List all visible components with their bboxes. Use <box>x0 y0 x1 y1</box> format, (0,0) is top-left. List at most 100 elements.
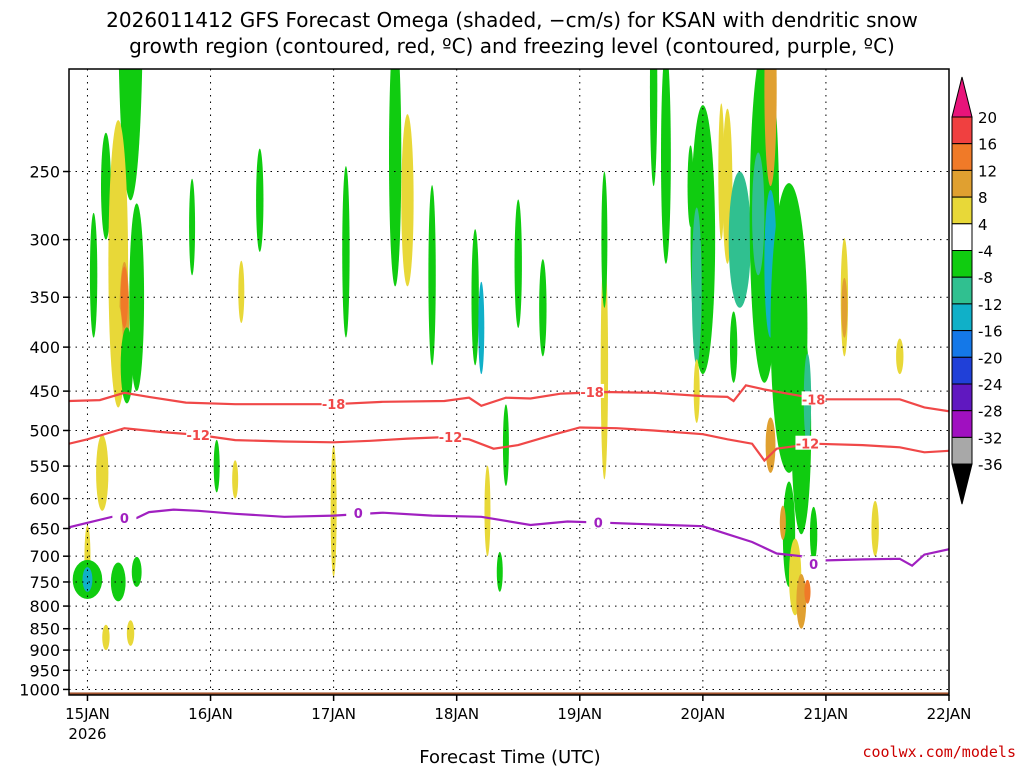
y-tick-label: 250 <box>29 163 60 182</box>
omega-shading-blob <box>718 103 725 240</box>
omega-shading-blob <box>601 171 608 308</box>
omega-shading-blob <box>471 229 479 366</box>
colorbar-label: -16 <box>978 323 1003 341</box>
omega-shading-blob <box>189 178 196 276</box>
omega-shading-blob <box>729 311 738 383</box>
omega-shading-blob <box>428 185 436 366</box>
omega-shading-blob <box>82 567 93 592</box>
omega-shading-blob <box>649 69 658 187</box>
omega-shading-blob <box>600 251 609 480</box>
contour-label: -18 <box>322 398 346 413</box>
colorbar-label: 20 <box>978 109 997 127</box>
contour-label: -12 <box>796 438 820 453</box>
contour-label-bg <box>586 514 611 529</box>
omega-shading-blob <box>896 338 904 375</box>
omega-shading-blob <box>120 266 129 328</box>
y-tick-label: 850 <box>29 620 60 639</box>
colorbar-bottom-arrow <box>951 463 973 505</box>
ground-surface <box>69 692 949 695</box>
colorbar-top-arrow <box>951 76 973 118</box>
x-tick-label: 21JAN <box>804 705 849 723</box>
y-axis-ticks: 250 300 350 400 450 500 550 600 650 700 750 800 850 9… <box>19 163 69 699</box>
contour-label-bg <box>112 510 137 525</box>
omega-shading-blob <box>330 444 337 577</box>
omega-shading-blob <box>496 551 503 592</box>
omega-shading-blob <box>89 212 98 338</box>
x-tick-label: 17JAN <box>311 705 356 723</box>
y-tick-label: 750 <box>29 573 60 592</box>
contour-line--12 <box>69 426 949 463</box>
omega-shading-blob <box>129 203 145 392</box>
omega-shading-blob <box>661 69 671 264</box>
colorbar-swatch <box>951 276 973 305</box>
omega-shading-blob <box>764 69 777 187</box>
y-tick-label: 450 <box>29 382 60 401</box>
omega-shading-blob <box>96 434 109 511</box>
omega-shading-blob <box>804 579 811 604</box>
omega-shading-blob <box>102 624 110 651</box>
colorbar-label: -36 <box>978 456 1003 474</box>
contour-label: 0 <box>354 507 363 522</box>
omega-shading-blob <box>809 506 818 562</box>
omega-shading-blob <box>126 620 135 646</box>
x-tick-label: 16JAN <box>188 705 233 723</box>
x-tick-label: 19JAN <box>557 705 602 723</box>
plot-area: -18 -18 -18 -12 -12 -12 0 0 0 0 <box>69 69 949 695</box>
colorbar-swatch <box>951 330 973 358</box>
omega-shading-blob <box>779 505 786 540</box>
omega-shading-blob <box>502 404 509 486</box>
omega-shading-blob <box>101 132 111 240</box>
contour-label: -18 <box>802 393 826 408</box>
colorbar-label: -20 <box>978 349 1003 367</box>
omega-shading-blob <box>514 199 522 328</box>
credit-text[interactable]: coolwx.com/models <box>862 743 1016 761</box>
colorbar-label: -4 <box>978 243 993 261</box>
y-tick-label: 650 <box>29 520 60 539</box>
omega-shading-blob <box>342 166 350 338</box>
x-axis-ticks: 15JAN 2026 16JAN 17JAN 18JAN 19JAN 20JAN 21JAN 2… <box>65 695 971 743</box>
colorbar-swatch <box>951 223 973 252</box>
colorbar-swatch <box>951 116 973 145</box>
ground-fill <box>69 692 949 695</box>
omega-shading-blob <box>213 439 220 493</box>
contour-label-bg <box>321 396 346 411</box>
omega-shading-blob <box>131 556 142 587</box>
y-tick-label: 600 <box>29 490 60 509</box>
omega-shading-blob <box>752 152 765 276</box>
colorbar-swatch <box>951 250 973 278</box>
colorbar-swatch <box>951 383 973 412</box>
colorbar-label: -32 <box>978 429 1003 447</box>
x-axis-title: Forecast Time (UTC) <box>419 747 600 768</box>
omega-shading-blob <box>113 305 124 408</box>
colorbar-swatch <box>951 356 973 385</box>
contour-label: -12 <box>439 431 463 446</box>
omega-shading-blob <box>691 207 702 366</box>
colorbar-swatch <box>951 169 973 198</box>
contour-label: 0 <box>120 512 129 527</box>
contour-label: -12 <box>186 429 210 444</box>
x-tick-label: 20JAN <box>680 705 725 723</box>
colorbar-label: -24 <box>978 376 1003 394</box>
omega-shading-blob <box>401 114 414 287</box>
colorbar-swatch <box>951 196 973 225</box>
omega-shading-blob <box>484 465 491 557</box>
omega-shading-blob <box>478 281 485 375</box>
contour-label-bg <box>580 383 605 398</box>
colorbar: 20 16 12 8 4 -4 -8 -12 -16 -20 -24 -28 -32 -36 <box>951 76 1003 505</box>
omega-shading-blob <box>120 327 133 404</box>
plot-frame <box>68 68 950 696</box>
y-tick-label: 400 <box>29 338 60 357</box>
omega-shading-blob <box>765 417 776 473</box>
colorbar-label: -28 <box>978 403 1003 421</box>
omega-shading-blob <box>693 359 700 423</box>
x-tick-label: 22JAN <box>927 705 972 723</box>
contour-line-0 <box>69 508 949 568</box>
colorbar-label: -12 <box>978 296 1003 314</box>
y-tick-label: 300 <box>29 231 60 250</box>
x-tick-label: 18JAN <box>434 705 479 723</box>
y-tick-label: 800 <box>29 597 60 616</box>
y-tick-label: 950 <box>29 661 60 680</box>
omega-shading-blob <box>232 460 239 499</box>
colorbar-label: 8 <box>978 189 988 207</box>
